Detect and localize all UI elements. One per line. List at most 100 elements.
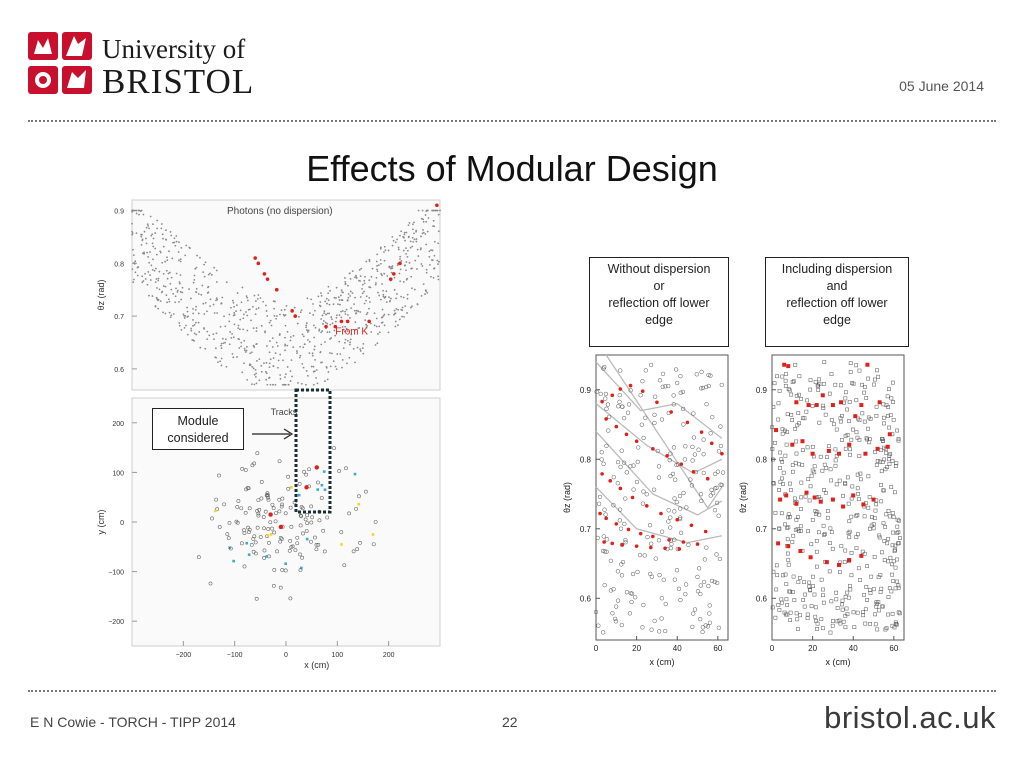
photon-point [156, 219, 159, 222]
photon-point [341, 366, 343, 369]
photon-point [370, 275, 373, 278]
photon-point [301, 333, 304, 336]
photon-hit [862, 390, 866, 395]
track-hit [307, 467, 311, 472]
photon-point [425, 271, 428, 274]
photon-hit [671, 402, 676, 407]
photon-point [399, 255, 402, 258]
photon-hit [825, 509, 830, 513]
photon-point [225, 365, 228, 368]
photon-hit [827, 391, 832, 396]
track-hit [353, 472, 357, 476]
photon-point [338, 340, 341, 343]
track-hit [344, 466, 348, 471]
photon-point [437, 230, 440, 233]
photon-hit [773, 615, 778, 620]
photon-hit [718, 424, 723, 429]
photon-point [422, 283, 425, 286]
photon-point [380, 273, 383, 275]
photon-point [165, 294, 168, 297]
photon-hit [613, 616, 618, 622]
photon-hit [890, 612, 895, 616]
photon-point [214, 347, 217, 350]
photon-point [380, 321, 383, 324]
photon-point [231, 299, 234, 302]
photon-point [340, 316, 343, 319]
photon-hit [794, 394, 799, 398]
photon-point [406, 277, 409, 280]
photon-hit [849, 437, 854, 442]
photon-point [135, 212, 138, 215]
photon-point [160, 291, 163, 294]
track-hit [322, 549, 327, 554]
photon-point [426, 292, 429, 294]
photon-point [331, 322, 334, 325]
photon-hit [835, 606, 840, 610]
photon-hit [873, 450, 877, 454]
photon-point [396, 293, 398, 295]
photon-point [364, 319, 367, 322]
photon-hit [773, 510, 778, 515]
photon-point [368, 260, 371, 263]
track-hit [288, 539, 293, 543]
photon-hit [829, 530, 834, 534]
chart-title: Tracks [271, 407, 298, 417]
photon-point [140, 244, 143, 246]
photon-hit [886, 509, 891, 513]
photon-hit [813, 614, 818, 619]
photon-hit [780, 427, 785, 432]
plot-frame [595, 354, 729, 641]
photon-hit [895, 579, 899, 584]
photon-hit [830, 623, 835, 628]
track-hit [225, 532, 230, 537]
kaon-photon-hit [649, 545, 653, 550]
photon-point [170, 276, 173, 279]
track-hit [263, 509, 268, 514]
photon-point [273, 307, 276, 310]
photon-hit [775, 374, 779, 379]
photon-point [305, 324, 308, 327]
photon-point [311, 354, 314, 357]
photon-point [134, 260, 137, 263]
track-hit [232, 559, 235, 563]
photon-hit [643, 415, 648, 420]
photon-hit [656, 538, 662, 543]
photon-point [411, 267, 413, 270]
photon-hit [691, 611, 696, 616]
photon-point [167, 272, 170, 275]
photon-hit [854, 363, 859, 368]
photon-hit [618, 526, 624, 531]
photon-point [424, 214, 427, 216]
photon-point [329, 352, 331, 354]
track-hit [266, 534, 270, 537]
photon-hit [639, 422, 645, 427]
photon-point [177, 251, 180, 253]
photon-hit [816, 388, 821, 392]
photon-point [382, 314, 385, 317]
photon-hit [670, 471, 676, 477]
track-hit [305, 513, 310, 518]
photon-point [192, 319, 194, 321]
kaon-photon-hit [689, 523, 694, 528]
photon-hit [652, 412, 657, 417]
photon-hit [868, 591, 873, 595]
photon-hit [802, 604, 807, 609]
photon-point [265, 378, 268, 381]
photon-point [152, 258, 154, 261]
photon-hit [890, 543, 895, 548]
photon-point [402, 281, 405, 283]
photon-hit [860, 549, 865, 554]
photon-point [162, 272, 165, 275]
track-hit [259, 496, 264, 501]
y-tick-label: 0.8 [580, 455, 592, 464]
photon-point [390, 271, 393, 274]
photon-hit [624, 470, 629, 475]
photon-point [380, 298, 382, 301]
photon-hit [845, 612, 850, 617]
kaon-track-hit [278, 524, 284, 530]
photon-hit [846, 531, 851, 535]
x-tick-label: 20 [632, 644, 641, 653]
photon-point [399, 268, 402, 271]
photon-point [305, 322, 308, 324]
photon-point [363, 290, 365, 293]
